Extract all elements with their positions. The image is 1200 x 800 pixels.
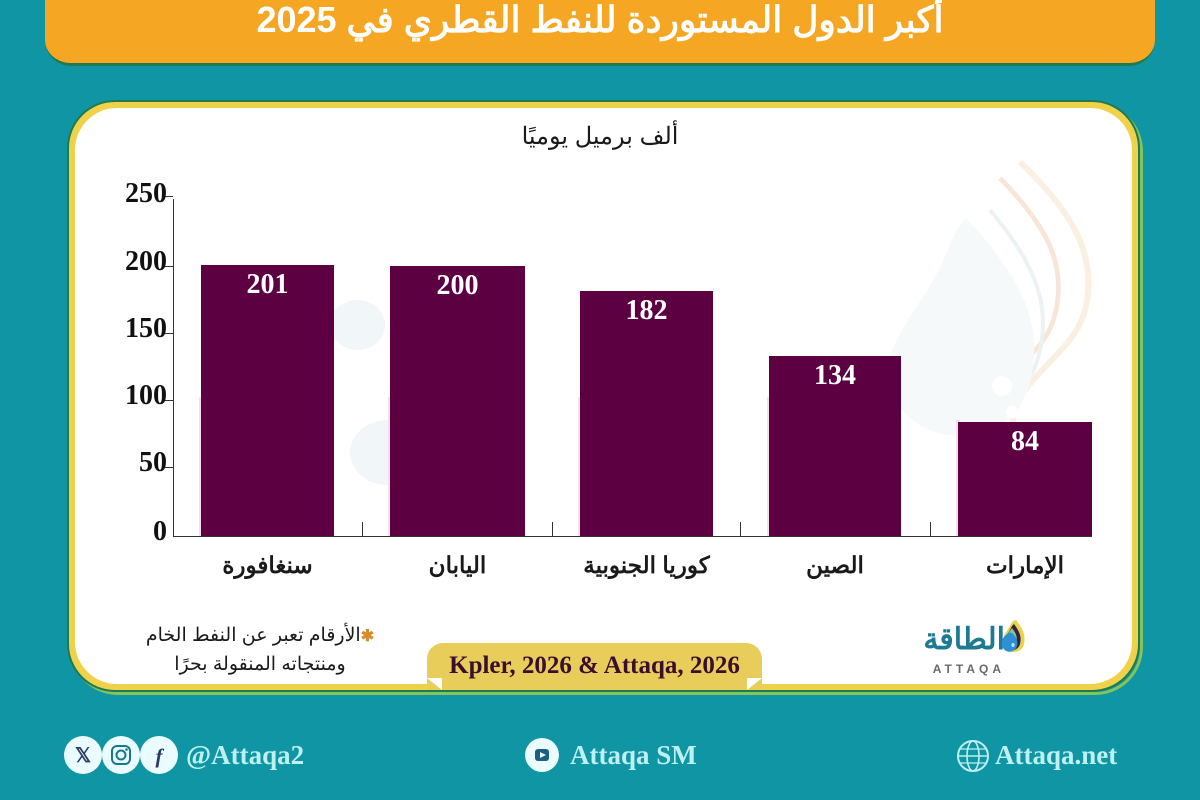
svg-text:𝕏: 𝕏 — [75, 745, 91, 767]
svg-text:f: f — [156, 744, 165, 768]
